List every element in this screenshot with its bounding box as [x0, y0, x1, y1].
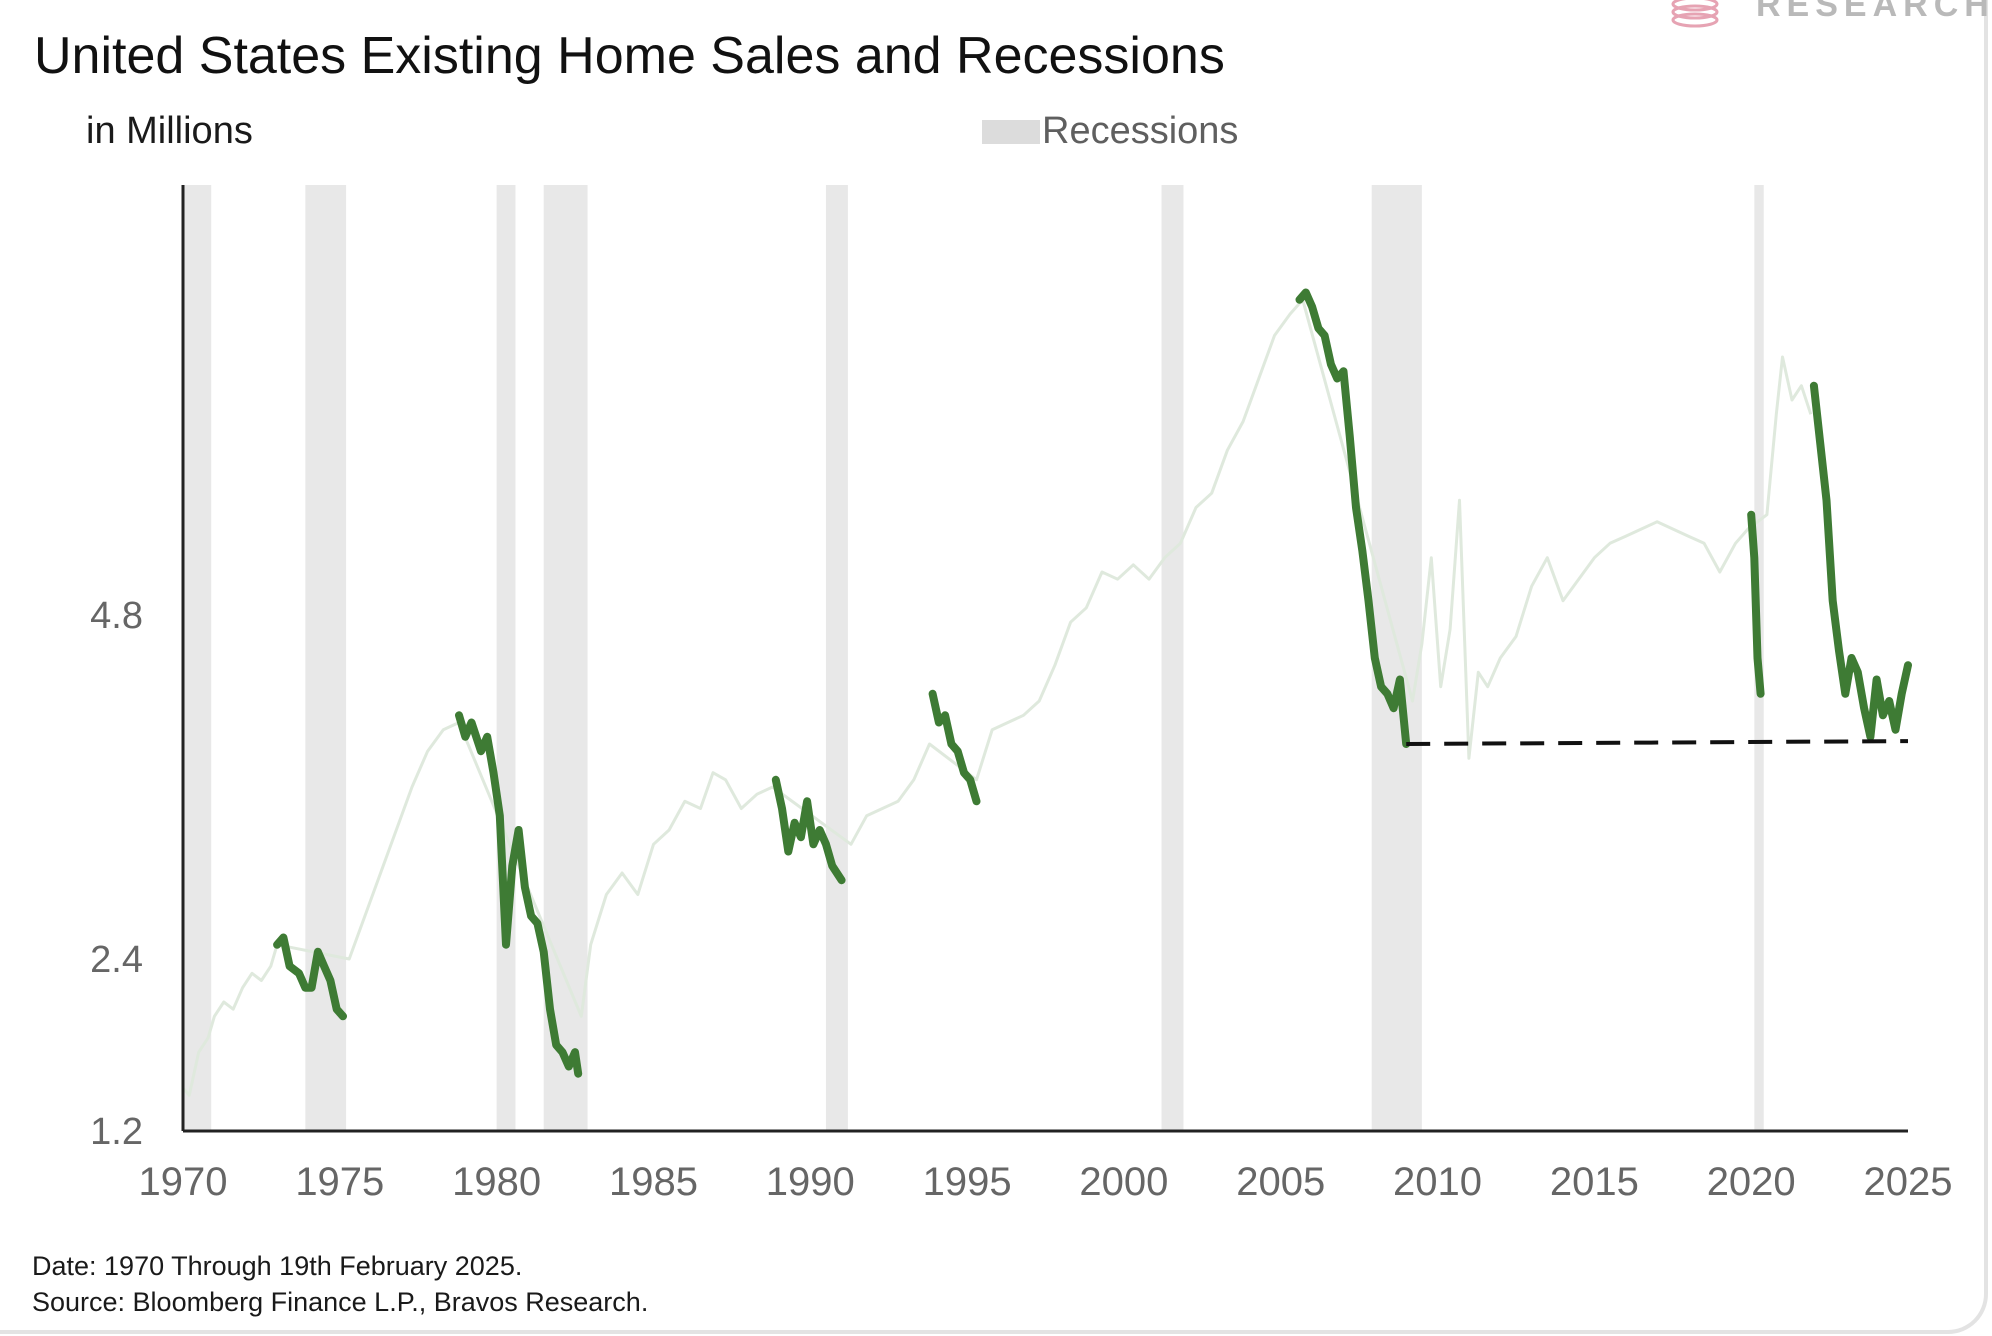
highlight-segment — [771, 775, 846, 885]
highlight-series — [273, 288, 1912, 1078]
highlight-segment — [455, 711, 583, 1078]
chart-title: United States Existing Home Sales and Re… — [34, 27, 1225, 85]
recession-band — [183, 185, 212, 1131]
x-tick-label: 2020 — [1707, 1160, 1796, 1204]
y-unit-label: in Millions — [86, 110, 253, 152]
recession-bands — [183, 185, 1764, 1131]
y-tick-label: 2.4 — [90, 939, 143, 981]
source-note: Source: Bloomberg Finance L.P., Bravos R… — [32, 1287, 649, 1317]
support-dashed-line — [1406, 739, 1909, 746]
x-tick-label: 2005 — [1236, 1160, 1325, 1204]
recession-band — [825, 185, 848, 1131]
legend-label-recessions: Recessions — [1042, 110, 1239, 152]
recession-band — [1161, 185, 1184, 1131]
x-tick-label: 1995 — [923, 1160, 1012, 1204]
context-line — [181, 298, 1813, 1097]
x-tick-label: 1975 — [295, 1160, 384, 1204]
date-note: Date: 1970 Through 19th February 2025. — [32, 1251, 523, 1281]
context-series — [181, 298, 1813, 1097]
x-tick-label: 2000 — [1079, 1160, 1168, 1204]
support-line — [1406, 739, 1909, 746]
recession-band — [496, 185, 516, 1131]
x-tick-label: 1980 — [452, 1160, 541, 1204]
y-tick-label: 1.2 — [90, 1111, 143, 1153]
highlight-segment — [273, 933, 347, 1021]
y-tick-label: 4.8 — [90, 595, 143, 637]
footer: Date: 1970 Through 19th February 2025. S… — [32, 1248, 648, 1320]
highlight-segment — [928, 689, 981, 806]
highlight-segment — [1809, 381, 1912, 741]
axes — [181, 185, 1908, 1133]
legend: Recessions — [982, 110, 1238, 153]
x-tick-label: 1990 — [766, 1160, 855, 1204]
x-tick-label: 2010 — [1393, 1160, 1482, 1204]
bravos-logo-icon — [1671, 0, 1719, 28]
x-tick-label: 1970 — [139, 1160, 228, 1204]
logo-wordmark: RESEARCH — [1756, 0, 1992, 24]
tick-labels: 1.2 2.4 4.8 1970 1975 1980 1985 1990 1995 2000 200… — [90, 595, 1952, 1204]
x-tick-label: 1985 — [609, 1160, 698, 1204]
recession-band — [543, 185, 588, 1131]
highlight-segment — [1747, 510, 1765, 698]
x-tick-label: 2025 — [1864, 1160, 1953, 1204]
recession-band — [1371, 185, 1422, 1131]
highlight-segment — [1295, 288, 1411, 748]
x-tick-label: 2015 — [1550, 1160, 1639, 1204]
legend-swatch-recessions — [982, 119, 1040, 144]
